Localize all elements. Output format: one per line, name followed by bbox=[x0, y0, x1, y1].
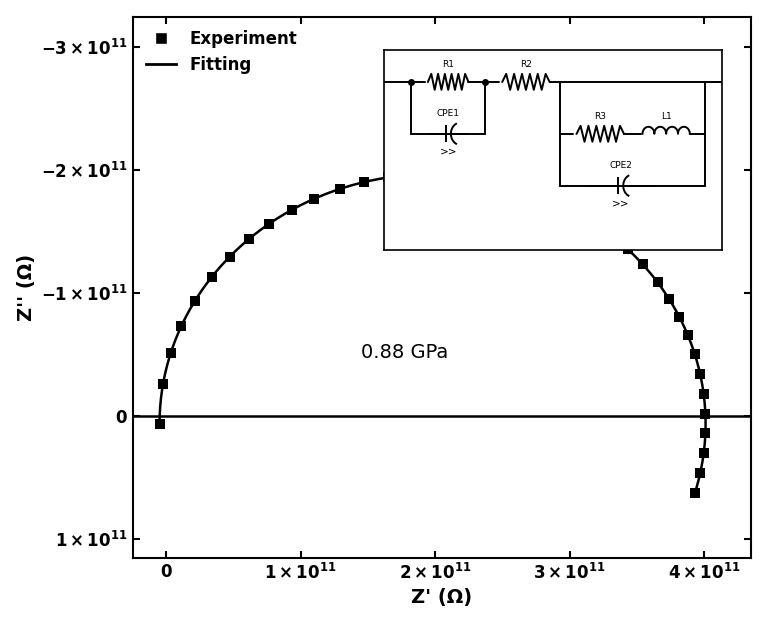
Point bbox=[606, 231, 618, 241]
Point bbox=[206, 272, 218, 282]
Point bbox=[682, 331, 694, 341]
Point bbox=[587, 217, 599, 227]
Text: R2: R2 bbox=[520, 60, 532, 69]
Point bbox=[223, 252, 236, 262]
Text: >>: >> bbox=[612, 198, 629, 208]
Point bbox=[697, 389, 710, 399]
Text: CPE1: CPE1 bbox=[437, 109, 460, 118]
Point bbox=[502, 179, 515, 189]
Point bbox=[699, 409, 711, 419]
Text: L1: L1 bbox=[660, 112, 671, 120]
Point bbox=[189, 296, 201, 306]
Point bbox=[333, 184, 346, 194]
Y-axis label: Z'' (Ω): Z'' (Ω) bbox=[17, 254, 35, 321]
X-axis label: Z' (Ω): Z' (Ω) bbox=[412, 588, 472, 607]
Point bbox=[689, 487, 701, 497]
Point bbox=[457, 170, 469, 180]
Text: >>: >> bbox=[439, 146, 457, 156]
Point bbox=[382, 172, 394, 182]
Point bbox=[699, 429, 711, 439]
Point bbox=[674, 312, 686, 322]
Point bbox=[432, 169, 444, 179]
Point bbox=[689, 349, 701, 359]
Point bbox=[164, 348, 177, 358]
Point bbox=[358, 177, 370, 187]
Point bbox=[622, 245, 634, 255]
Point bbox=[263, 219, 275, 229]
Point bbox=[308, 194, 320, 204]
Point bbox=[478, 173, 491, 183]
Point bbox=[637, 259, 649, 269]
Point bbox=[175, 321, 187, 331]
Text: R1: R1 bbox=[442, 60, 454, 69]
Text: CPE2: CPE2 bbox=[609, 161, 632, 170]
Point bbox=[546, 195, 558, 205]
Point bbox=[243, 233, 256, 243]
Point bbox=[157, 379, 169, 389]
Point bbox=[526, 187, 538, 197]
Point bbox=[697, 449, 710, 459]
Legend: Experiment, Fitting: Experiment, Fitting bbox=[141, 25, 302, 79]
Point bbox=[694, 369, 707, 379]
Point bbox=[663, 295, 675, 305]
Point bbox=[154, 419, 166, 429]
Point bbox=[568, 205, 581, 215]
Point bbox=[407, 170, 419, 180]
Point bbox=[694, 468, 707, 478]
Point bbox=[286, 205, 298, 215]
Text: R3: R3 bbox=[594, 112, 606, 120]
Text: 0.88 GPa: 0.88 GPa bbox=[361, 343, 449, 362]
Point bbox=[651, 278, 664, 288]
